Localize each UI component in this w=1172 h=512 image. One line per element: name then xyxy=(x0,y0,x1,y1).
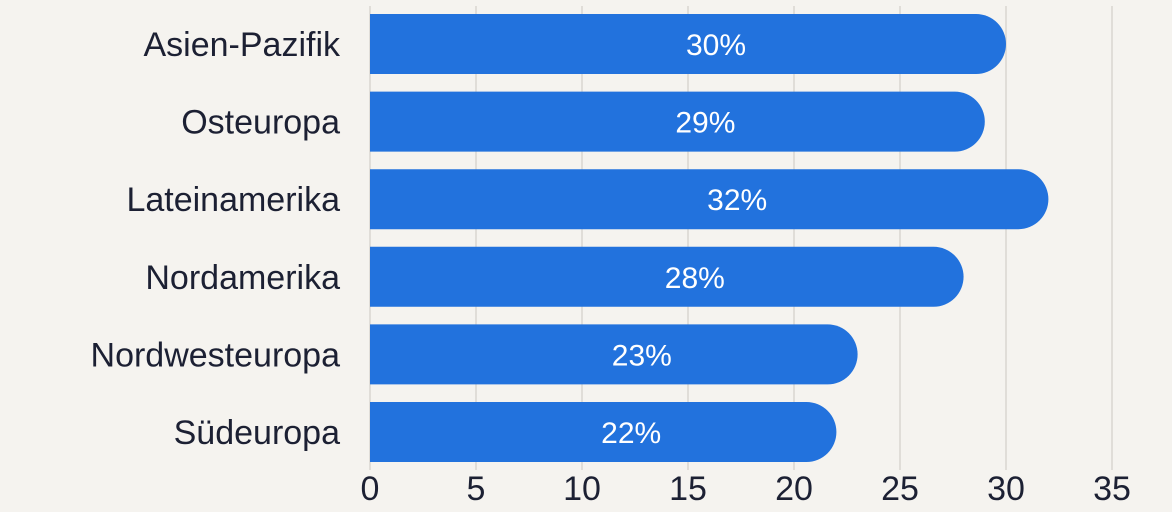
bar-layer: 30% 29% 32% 28% 23% 22% xyxy=(370,14,1049,462)
x-tick-label: 25 xyxy=(881,470,919,508)
bar-lateinamerika xyxy=(370,169,1049,230)
bar-value-label: 28% xyxy=(665,262,725,295)
x-tick-label: 0 xyxy=(361,470,380,508)
x-tick-label: 5 xyxy=(467,470,486,508)
category-label: Lateinamerika xyxy=(126,181,340,219)
bar-value-label: 29% xyxy=(675,107,735,140)
category-label: Südeuropa xyxy=(174,414,340,452)
bar-nordwesteuropa xyxy=(370,324,858,385)
x-axis-ticks: 0 5 10 15 20 25 30 35 xyxy=(361,470,1131,508)
category-label: Nordwesteuropa xyxy=(91,336,341,374)
x-tick-label: 20 xyxy=(775,470,813,508)
category-label: Asien-Pazifik xyxy=(143,26,341,64)
bar-value-label: 22% xyxy=(601,417,661,450)
bar-asien-pazifik xyxy=(370,14,1006,74)
category-label: Osteuropa xyxy=(181,104,340,142)
x-tick-label: 15 xyxy=(669,470,707,508)
bar-nordamerika xyxy=(370,246,964,307)
category-labels: Asien-Pazifik Osteuropa Lateinamerika Norda… xyxy=(91,26,341,452)
bar-value-label: 30% xyxy=(686,29,746,62)
category-label: Nordamerika xyxy=(145,259,340,297)
x-tick-label: 35 xyxy=(1093,470,1131,508)
bar-value-label: 32% xyxy=(707,184,767,217)
grid-layer xyxy=(369,6,1113,470)
x-tick-label: 10 xyxy=(563,470,601,508)
bar-osteuropa xyxy=(370,91,985,152)
bar-value-label: 23% xyxy=(612,339,672,372)
bar-s-deuropa xyxy=(370,402,837,462)
x-tick-label: 30 xyxy=(987,470,1025,508)
